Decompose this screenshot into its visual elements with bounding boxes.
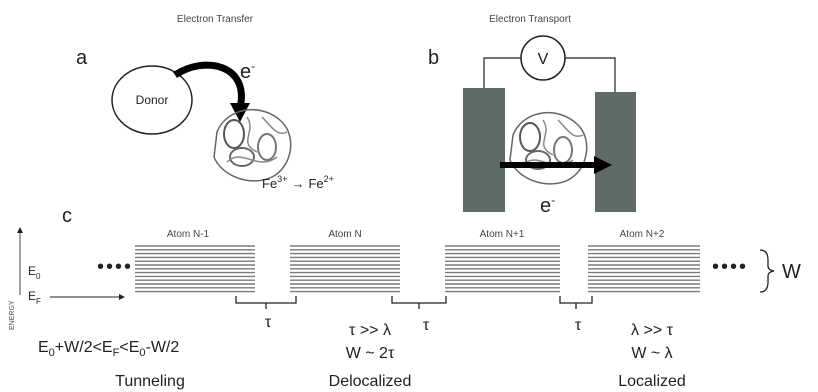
formula-part: <E: [119, 339, 139, 356]
figure: Electron Transfer a Donor e- Fe3+→Fe2+ E…: [0, 0, 818, 392]
regime-label: Localized: [618, 373, 686, 390]
arrow: →: [291, 176, 304, 191]
panel-label: b: [428, 47, 439, 69]
gap-label: τ: [575, 317, 582, 334]
gap-label: τ: [265, 314, 272, 331]
gap-bracket: [392, 296, 446, 309]
ion: Fe: [262, 176, 277, 191]
panel-label: a: [76, 47, 88, 69]
atom-label: Atom N: [328, 229, 361, 240]
regime-label: Tunneling: [115, 373, 185, 390]
panel-title: Electron Transfer: [177, 14, 254, 25]
symbol: E: [28, 289, 36, 303]
charge: -: [251, 59, 255, 73]
electrode: [595, 92, 636, 212]
continuation-dots: ••••: [712, 256, 748, 278]
electron: e: [540, 195, 551, 217]
ef-label: EF: [28, 289, 41, 306]
subscript: 0: [36, 272, 41, 281]
brace: [760, 250, 774, 292]
width-label: W: [782, 261, 801, 283]
ion: Fe: [308, 176, 323, 191]
tunneling-condition: E0+W/2<EF<E0-W/2: [38, 339, 179, 359]
gap-label: τ: [423, 317, 430, 334]
protein: [214, 110, 291, 181]
formula-part: +W/2<E: [55, 339, 113, 356]
atom-label: Atom N+1: [480, 229, 525, 240]
gap-bracket: [560, 296, 592, 309]
charge: 3+: [277, 174, 287, 184]
panel-title: Electron Transport: [489, 14, 571, 25]
continuation-dots: ••••: [97, 256, 133, 278]
voltmeter-label: V: [538, 51, 549, 68]
energy-levels: [135, 246, 700, 292]
reaction: Fe3+→Fe2+: [262, 174, 334, 191]
panel-label: c: [62, 205, 72, 227]
symbol: E: [28, 264, 36, 278]
gap-bracket: [236, 296, 296, 309]
regime-condition: W ~ 2τ: [346, 345, 395, 362]
charge: 2+: [324, 174, 334, 184]
protein: [510, 113, 587, 184]
electron-label: e-: [540, 193, 555, 217]
e0-label: E0: [28, 264, 41, 281]
regime-condition: τ >> λ: [349, 322, 391, 339]
regime-condition: λ >> τ: [631, 322, 674, 339]
subscript: F: [36, 297, 41, 306]
regime-condition: W ~ λ: [631, 345, 672, 362]
energy-axis-label: ENERGY: [9, 300, 16, 330]
electron: e: [240, 61, 251, 83]
donor-label: Donor: [136, 93, 169, 107]
regime-label: Delocalized: [329, 373, 412, 390]
formula-part: -W/2: [145, 339, 179, 356]
charge: -: [551, 193, 555, 207]
electrode: [463, 88, 505, 212]
atom-label: Atom N-1: [167, 229, 210, 240]
formula-part: E: [38, 339, 49, 356]
electron-label: e-: [240, 59, 255, 83]
atom-label: Atom N+2: [620, 229, 665, 240]
